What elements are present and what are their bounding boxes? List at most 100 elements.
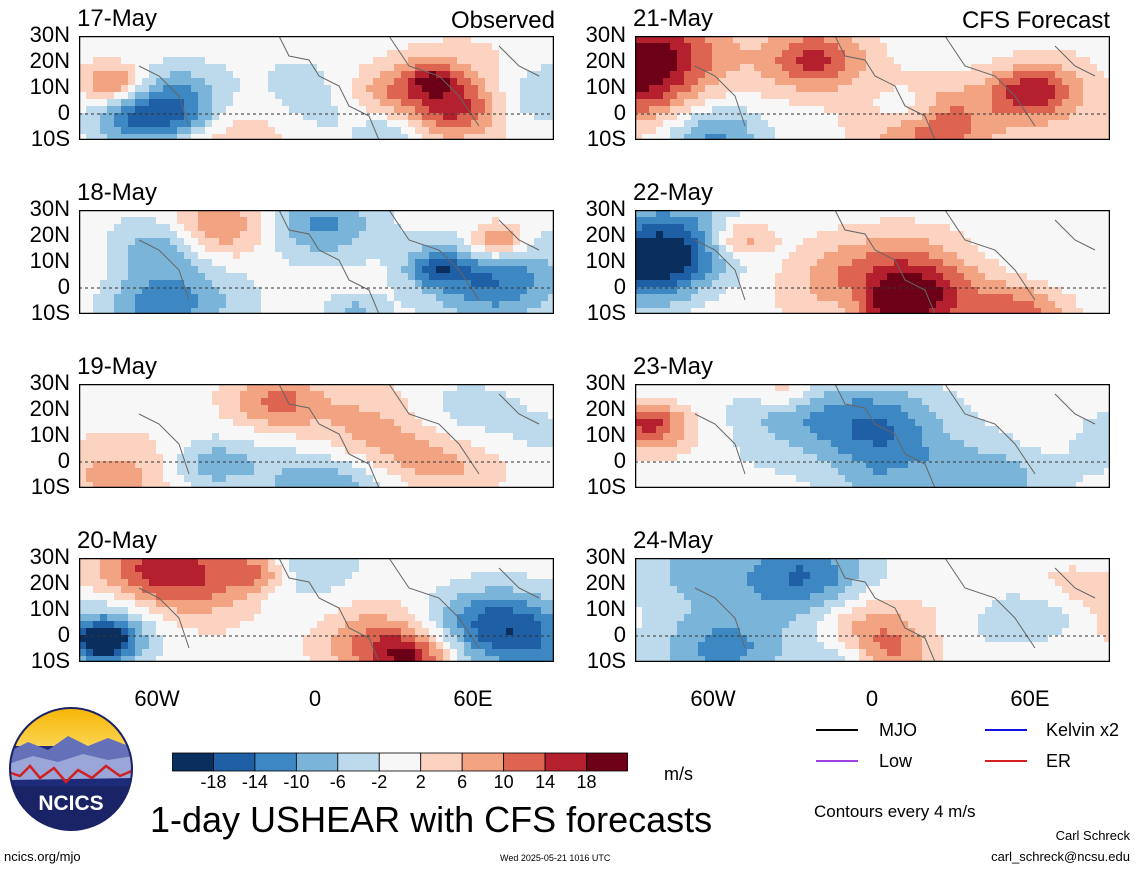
- y-tick-label: 10N: [585, 422, 626, 447]
- colorbar-swatch: [213, 752, 256, 772]
- y-tick-label: 0: [57, 100, 70, 125]
- y-tick-label: 0: [57, 274, 70, 299]
- y-tick-label: 10S: [30, 474, 70, 499]
- coastline: [138, 36, 540, 140]
- colorbar-swatch: [420, 752, 463, 772]
- panel-date-7: 23-May: [633, 353, 714, 380]
- map-panel-20-may: [79, 558, 554, 662]
- y-tick-label: 10N: [585, 596, 626, 621]
- y-tick-label: 20N: [585, 222, 626, 247]
- y-tick-label: 30N: [585, 22, 626, 47]
- colorbar-tick: 6: [457, 772, 468, 792]
- legend-er-line: [985, 760, 1027, 762]
- author-email: carl_schreck@ncsu.edu: [991, 849, 1130, 864]
- y-tick-label: 0: [613, 274, 626, 299]
- legend-kelvin-label: Kelvin x2: [1046, 720, 1120, 740]
- coastline: [138, 558, 540, 662]
- coastline: [694, 210, 1096, 314]
- x-tick-60w-right: 60W: [690, 686, 736, 711]
- panel-frame: [635, 210, 1110, 314]
- coastline: [694, 36, 1096, 140]
- main-title: 1-day USHEAR with CFS forecasts: [150, 799, 713, 840]
- colorbar-tick: 10: [493, 772, 514, 792]
- colorbar-swatch: [295, 752, 339, 772]
- coastline: [138, 210, 540, 314]
- y-tick-label: 10S: [586, 474, 626, 499]
- colorbar-tick: -18: [200, 772, 227, 792]
- colorbar-tick: -14: [241, 772, 268, 792]
- colorbar-swatch: [461, 752, 505, 772]
- y-tick-label: 10S: [30, 300, 70, 325]
- map-panel-19-may: [79, 384, 554, 488]
- y-tick-label: 10S: [586, 648, 626, 673]
- y-tick-label: 20N: [29, 396, 70, 421]
- panel-date-6: 22-May: [633, 179, 714, 206]
- author-name: Carl Schreck: [1055, 828, 1130, 843]
- y-tick-label: 30N: [29, 196, 70, 221]
- colorbar-tick: 2: [415, 772, 426, 792]
- map-panel-23-may: [635, 384, 1110, 488]
- source-url[interactable]: ncics.org/mjo: [4, 849, 81, 864]
- panel-date-5: 21-May: [633, 5, 714, 32]
- y-tick-label: 10N: [29, 74, 70, 99]
- colorbar-swatch: [544, 752, 587, 772]
- panel-date-8: 24-May: [633, 527, 714, 554]
- y-tick-label: 0: [613, 622, 626, 647]
- x-tick-0-left: 0: [308, 686, 322, 711]
- y-tick-label: 0: [57, 448, 70, 473]
- panel-frame: [79, 210, 554, 314]
- x-tick-60e-right: 60E: [1010, 686, 1050, 711]
- map-panel-18-may: [79, 210, 554, 314]
- y-tick-label: 20N: [585, 570, 626, 595]
- colorbar-unit: m/s: [664, 764, 693, 784]
- logo-text: NCICS: [38, 792, 103, 815]
- panel-frame: [635, 384, 1110, 488]
- map-panel-21-may: [635, 36, 1110, 140]
- legend-mjo-label: MJO: [879, 720, 917, 740]
- y-tick-label: 0: [613, 100, 626, 125]
- panel-title-forecast: CFS Forecast: [961, 7, 1110, 34]
- legend-low-label: Low: [879, 751, 913, 771]
- panel-date-4: 20-May: [77, 527, 158, 554]
- coastline: [694, 558, 1096, 662]
- panel-frame: [79, 384, 554, 488]
- map-panel-24-may: [635, 558, 1110, 662]
- y-tick-label: 20N: [585, 48, 626, 73]
- x-tick-60w-left: 60W: [134, 686, 180, 711]
- y-tick-label: 10N: [29, 422, 70, 447]
- colorbar-swatch: [337, 752, 380, 772]
- y-tick-label: 10S: [30, 126, 70, 151]
- panel-date-2: 18-May: [77, 179, 158, 206]
- coastline: [694, 384, 1096, 488]
- colorbar-swatch: [378, 752, 422, 772]
- coastline: [138, 384, 540, 488]
- legend-er-label: ER: [1046, 751, 1072, 771]
- y-tick-label: 20N: [585, 396, 626, 421]
- timestamp: Wed 2025-05-21 1016 UTC: [500, 853, 611, 863]
- colorbar-tick: -2: [371, 772, 388, 792]
- colorbar-swatch: [172, 752, 214, 772]
- panel-frame: [79, 558, 554, 662]
- colorbar: [172, 752, 628, 772]
- colorbar-tick: 14: [535, 772, 556, 792]
- colorbar-swatch: [586, 752, 628, 772]
- panel-frame: [79, 36, 554, 140]
- y-tick-label: 20N: [29, 222, 70, 247]
- y-tick-label: 10N: [29, 596, 70, 621]
- y-tick-label: 20N: [29, 570, 70, 595]
- y-tick-label: 10N: [585, 248, 626, 273]
- colorbar-tick: -10: [283, 772, 310, 792]
- y-tick-label: 0: [613, 448, 626, 473]
- y-tick-label: 30N: [29, 370, 70, 395]
- legend-low-line: [816, 760, 858, 762]
- map-panel-17-may: [79, 36, 554, 140]
- contours-note: Contours every 4 m/s: [814, 802, 976, 821]
- y-tick-label: 10S: [30, 648, 70, 673]
- panel-frame: [635, 558, 1110, 662]
- y-tick-label: 10S: [586, 126, 626, 151]
- map-panel-22-may: [635, 210, 1110, 314]
- panel-date-1: 17-May: [77, 5, 158, 32]
- ncics-logo: NCICS: [9, 707, 133, 831]
- x-tick-0-right: 0: [865, 686, 879, 711]
- y-tick-label: 30N: [29, 22, 70, 47]
